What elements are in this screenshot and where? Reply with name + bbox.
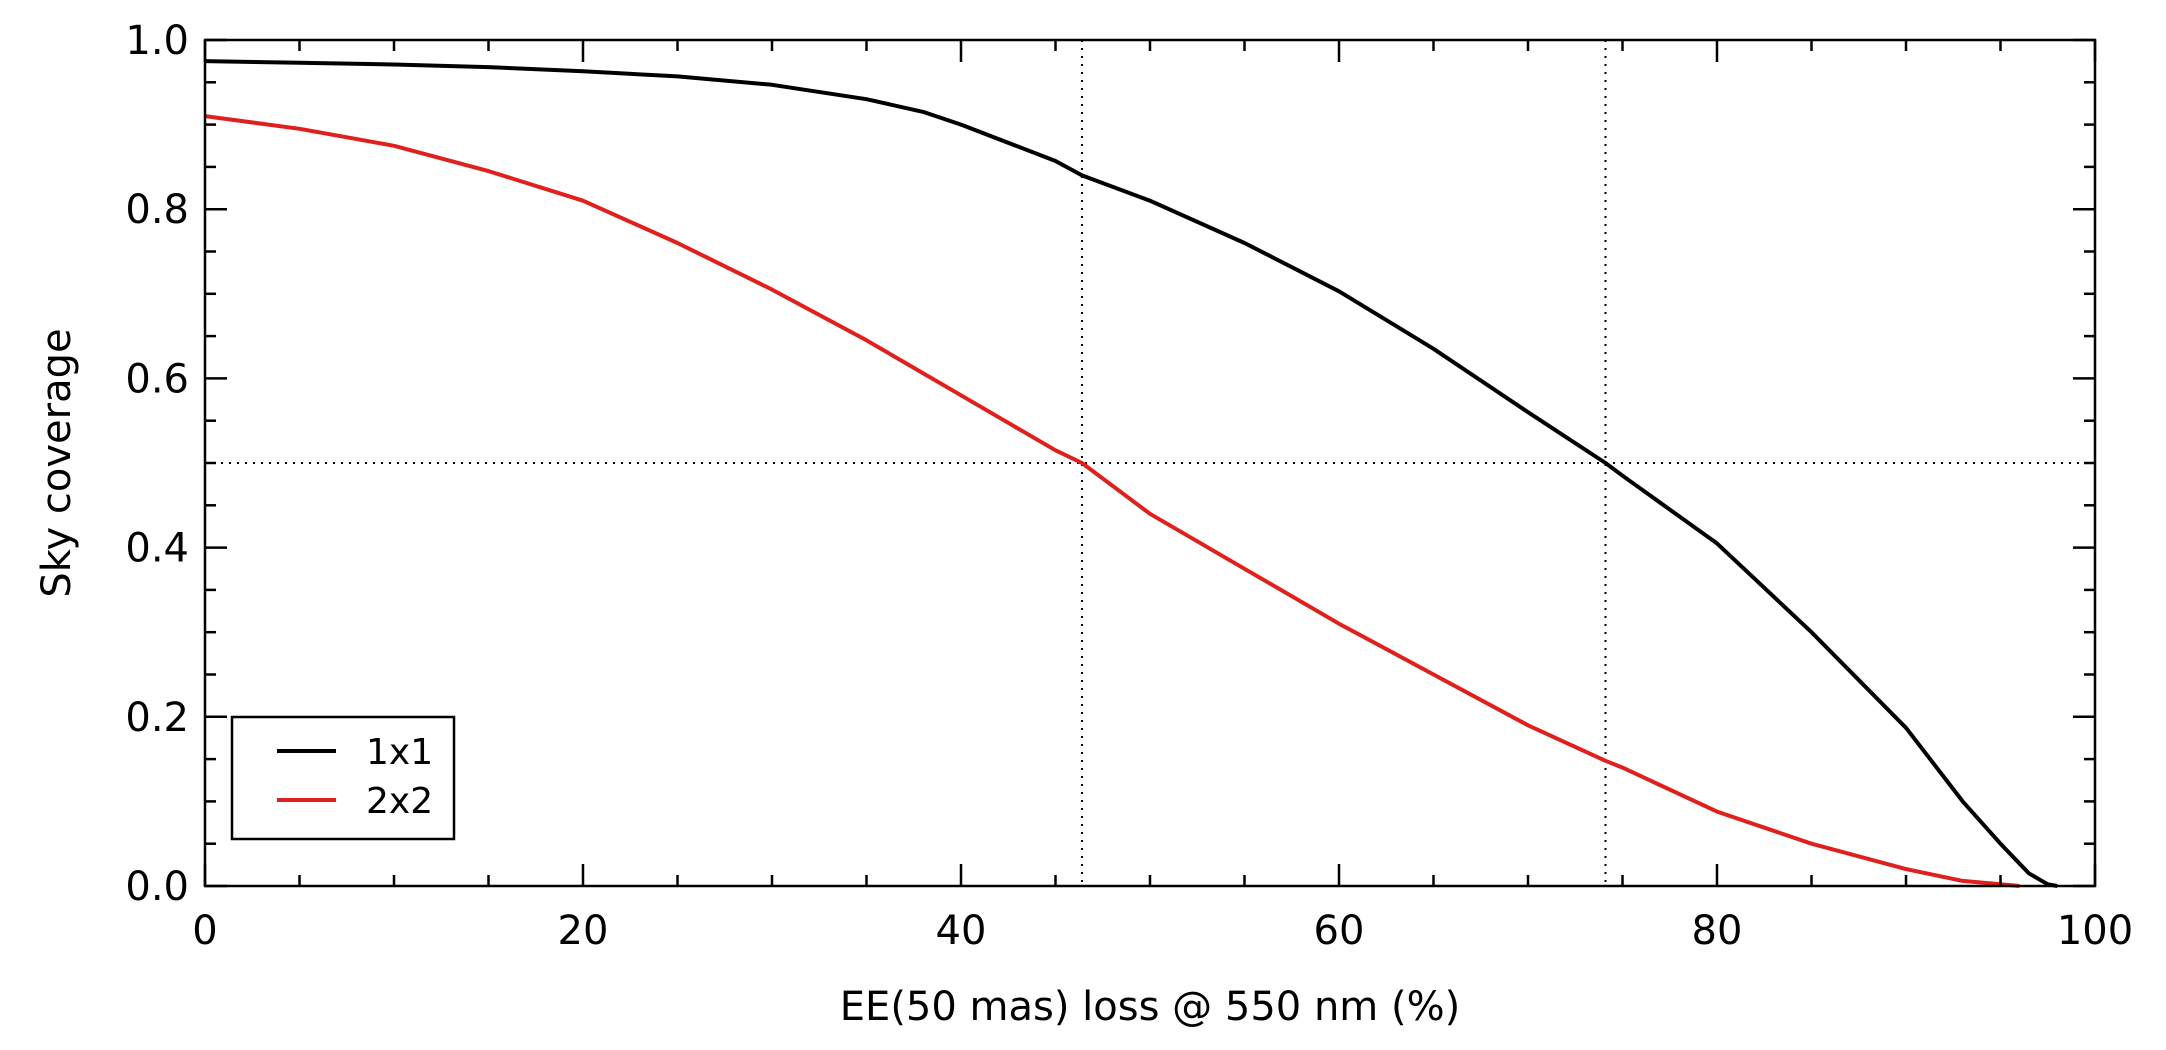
- legend: 1x1 2x2: [230, 715, 456, 841]
- legend-box: [230, 715, 456, 841]
- y-tick-labels: 0.0 0.2 0.4 0.6 0.8 1.0: [125, 18, 189, 910]
- x-tick-label: 60: [1314, 908, 1365, 954]
- y-tick-label: 0.6: [125, 356, 189, 402]
- x-tick-labels: 0 20 40 60 80 100: [192, 908, 2133, 954]
- legend-label-1x1: 1x1: [366, 732, 433, 773]
- y-axis-title: Sky coverage: [34, 328, 80, 597]
- series-group: [204, 59, 2058, 888]
- y-tick-label: 0.8: [125, 187, 189, 233]
- series-line-2x2: [204, 114, 2020, 888]
- x-tick-label: 100: [2057, 908, 2133, 954]
- x-tick-label: 20: [558, 908, 609, 954]
- y-tick-label: 0.2: [125, 695, 189, 741]
- x-axis-title: EE(50 mas) loss @ 550 nm (%): [840, 984, 1460, 1030]
- y-tick-label: 0.4: [125, 526, 189, 572]
- y-ticks: [205, 38, 2095, 888]
- legend-label-2x2: 2x2: [366, 781, 433, 822]
- x-tick-label: 40: [936, 908, 987, 954]
- reference-lines: [205, 40, 2095, 886]
- y-tick-label: 0.0: [125, 864, 189, 910]
- x-tick-label: 80: [1692, 908, 1743, 954]
- y-tick-label: 1.0: [125, 18, 189, 64]
- x-ticks: [203, 40, 2097, 886]
- series-line-1x1: [204, 59, 2058, 888]
- x-tick-label: 0: [192, 908, 217, 954]
